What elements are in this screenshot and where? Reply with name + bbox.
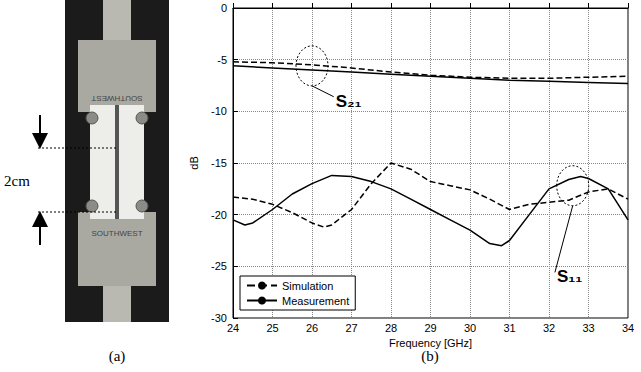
- svg-text:-30: -30: [211, 312, 227, 324]
- svg-text:Simulation: Simulation: [282, 280, 333, 292]
- svg-text:(b): (b): [421, 348, 439, 365]
- svg-text:Frequency [GHz]: Frequency [GHz]: [389, 337, 472, 349]
- svg-text:31: 31: [503, 322, 515, 334]
- svg-text:-20: -20: [211, 209, 227, 221]
- svg-text:-25: -25: [211, 260, 227, 272]
- svg-text:26: 26: [306, 322, 318, 334]
- svg-text:29: 29: [424, 322, 436, 334]
- svg-text:2cm: 2cm: [4, 173, 30, 189]
- svg-text:27: 27: [345, 322, 357, 334]
- svg-text:S₂₁: S₂₁: [336, 92, 362, 111]
- svg-text:25: 25: [266, 322, 278, 334]
- svg-text:dB: dB: [188, 156, 200, 169]
- svg-text:(a): (a): [109, 348, 126, 365]
- svg-text:SOUTHWEST: SOUTHWEST: [91, 94, 142, 103]
- svg-text:SOUTHWEST: SOUTHWEST: [91, 229, 142, 238]
- svg-text:-5: -5: [217, 54, 227, 66]
- svg-text:28: 28: [385, 322, 397, 334]
- svg-text:-15: -15: [211, 157, 227, 169]
- svg-text:30: 30: [464, 322, 476, 334]
- svg-text:-10: -10: [211, 105, 227, 117]
- svg-text:24: 24: [227, 322, 239, 334]
- svg-text:0: 0: [221, 2, 227, 14]
- svg-text:34: 34: [622, 322, 634, 334]
- svg-text:S₁₁: S₁₁: [557, 267, 582, 286]
- svg-text:Measurement: Measurement: [282, 295, 349, 307]
- svg-text:32: 32: [543, 322, 555, 334]
- svg-text:33: 33: [582, 322, 594, 334]
